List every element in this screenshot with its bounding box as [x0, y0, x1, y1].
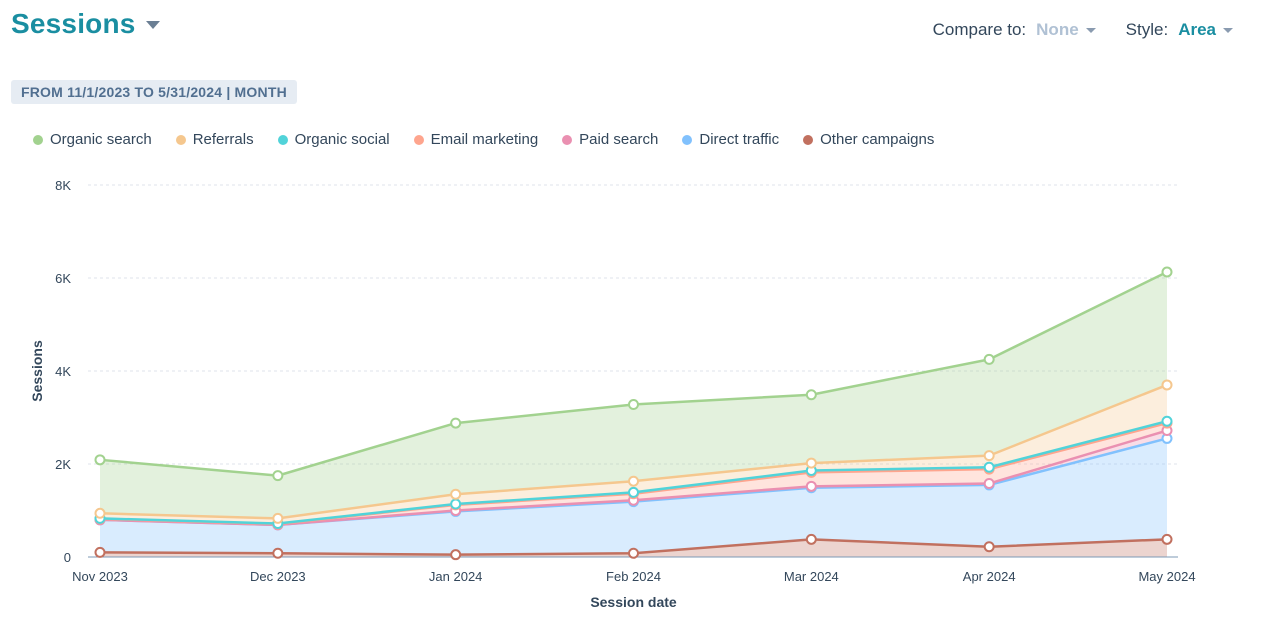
area-email-marketing [100, 423, 1167, 525]
y-tick-label: 8K [55, 178, 71, 193]
legend-item-organic-search[interactable]: Organic search [33, 131, 152, 148]
legend-item-referrals[interactable]: Referrals [175, 131, 254, 148]
data-point-other-campaigns [272, 547, 284, 559]
data-point-organic-search [983, 353, 995, 365]
data-point-organic-search [272, 470, 284, 482]
data-point-organic-search [1161, 266, 1173, 278]
legend-item-email-marketing[interactable]: Email marketing [413, 131, 539, 148]
area-organic-search [100, 271, 1167, 519]
data-point-organic-social [450, 498, 462, 510]
legend-item-other-campaigns[interactable]: Other campaigns [803, 131, 934, 148]
data-point-other-campaigns [450, 549, 462, 561]
data-point-referrals [805, 457, 817, 469]
legend-label: Organic search [50, 131, 152, 148]
legend-marker [682, 134, 693, 145]
y-axis-title: Sessions [29, 340, 45, 402]
x-axis-title: Session date [590, 594, 677, 610]
legend-marker [277, 134, 288, 145]
data-point-organic-social [983, 461, 995, 473]
data-point-organic-search [94, 454, 106, 466]
data-point-referrals [1161, 379, 1173, 391]
data-point-paid-search [805, 480, 817, 492]
compare-label: Compare to: [932, 20, 1027, 39]
data-point-other-campaigns [628, 547, 639, 559]
legend-marker [413, 134, 424, 145]
area-direct-traffic [100, 438, 1167, 555]
data-point-paid-search [983, 478, 995, 490]
data-point-organic-social [628, 486, 639, 498]
chevron-down-icon [145, 21, 160, 29]
legend-item-paid-search[interactable]: Paid search [562, 131, 658, 148]
legend-label: Other campaigns [820, 131, 935, 148]
data-point-other-campaigns [983, 541, 995, 553]
page-title: Sessions [11, 8, 136, 39]
data-point-organic-search [450, 417, 462, 429]
data-point-referrals [628, 475, 639, 487]
legend-marker [803, 134, 814, 145]
style-label: Style: [1125, 20, 1169, 39]
compare-control[interactable]: Compare to: None [933, 20, 1096, 40]
x-tick-label: Apr 2024 [963, 569, 1016, 584]
y-tick-label: 2K [55, 457, 71, 472]
legend-label: Paid search [579, 131, 659, 148]
chart-legend: Organic search Referrals Organic social Ema… [33, 131, 958, 148]
legend-item-direct-traffic[interactable]: Direct traffic [682, 131, 779, 148]
x-tick-label: Nov 2023 [72, 569, 128, 584]
x-tick-label: Feb 2024 [606, 569, 661, 584]
chart-controls: Compare to: None Style: Area [903, 20, 1233, 40]
style-select[interactable]: Area [1178, 20, 1216, 39]
legend-label: Email marketing [430, 131, 539, 148]
data-point-referrals [272, 512, 284, 524]
chevron-down-icon [1223, 27, 1233, 33]
data-point-organic-social [1161, 415, 1173, 427]
data-point-organic-search [628, 398, 639, 410]
y-tick-label: 6K [55, 271, 71, 286]
report-title-dropdown[interactable]: Sessions [11, 8, 160, 40]
legend-marker [562, 134, 573, 145]
chevron-down-icon [1085, 27, 1096, 33]
x-tick-label: May 2024 [1138, 569, 1195, 584]
legend-label: Organic social [294, 131, 390, 148]
data-point-organic-search [805, 389, 817, 401]
data-point-referrals [94, 507, 106, 519]
y-tick-label: 4K [55, 364, 71, 379]
x-tick-label: Dec 2023 [250, 569, 306, 584]
x-tick-label: Mar 2024 [784, 569, 839, 584]
compare-select[interactable]: None [1036, 20, 1079, 39]
data-point-other-campaigns [94, 546, 106, 558]
legend-label: Referrals [192, 131, 254, 148]
legend-marker [33, 134, 43, 145]
data-point-referrals [983, 450, 995, 462]
legend-label: Direct traffic [699, 131, 780, 148]
y-tick-label: 0 [64, 550, 71, 565]
x-tick-label: Jan 2024 [429, 569, 483, 584]
style-control[interactable]: Style: Area [1126, 20, 1233, 40]
data-point-other-campaigns [1161, 533, 1173, 545]
date-range-badge: FROM 11/1/2023 TO 5/31/2024 | MONTH [11, 80, 297, 104]
data-point-other-campaigns [805, 533, 817, 545]
legend-item-organic-social[interactable]: Organic social [277, 131, 390, 148]
data-point-referrals [450, 488, 462, 500]
legend-marker [175, 134, 186, 145]
